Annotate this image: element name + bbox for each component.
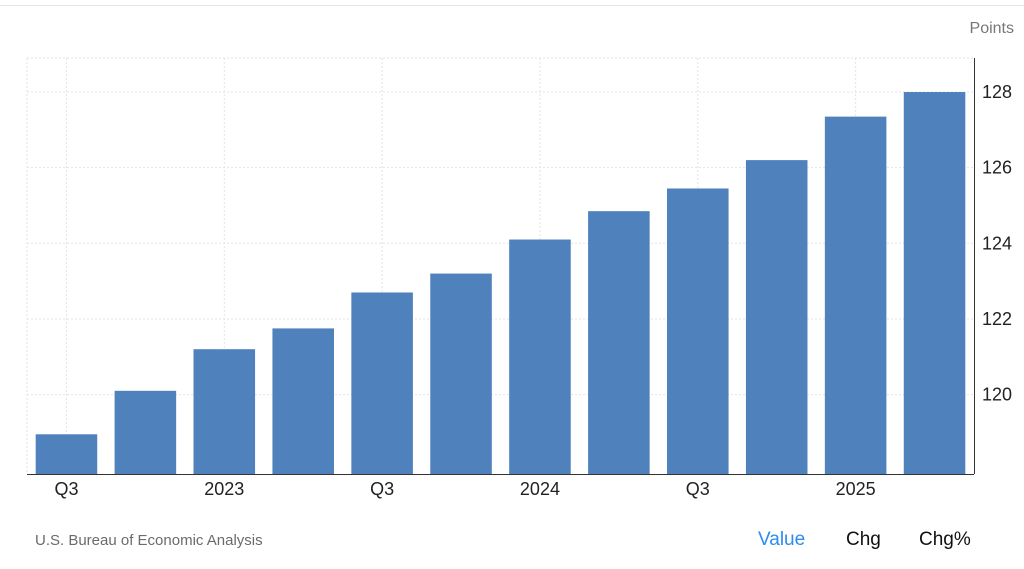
x-tick-label: Q3 [54, 479, 78, 499]
unit-label: Points [969, 20, 1014, 37]
bar[interactable] [824, 116, 887, 475]
bar-chart: 120 122 124 126 128 Q3 2023 Q3 2024 Q3 2025 [26, 57, 1012, 499]
bar[interactable] [35, 434, 98, 474]
tab-value[interactable]: Value [758, 529, 806, 550]
bar[interactable] [903, 92, 966, 474]
bar[interactable] [588, 211, 650, 474]
tab-chg-percent[interactable]: Chg% [919, 529, 971, 550]
bar[interactable] [114, 390, 177, 474]
source-label: U.S. Bureau of Economic Analysis [35, 532, 263, 549]
x-tick-label: 2024 [520, 479, 560, 499]
y-tick-label: 122 [982, 309, 1012, 329]
x-tick-label: Q3 [370, 479, 394, 499]
bar[interactable] [509, 239, 571, 474]
y-tick-label: 126 [982, 158, 1012, 178]
y-tick-label: 124 [982, 233, 1012, 253]
bar[interactable] [351, 292, 413, 474]
bar[interactable] [272, 328, 334, 474]
x-tick-label: Q3 [686, 479, 710, 499]
y-tick-label: 120 [982, 385, 1012, 405]
y-tick-label: 128 [982, 82, 1012, 102]
x-tick-label: 2025 [836, 479, 876, 499]
tab-chg[interactable]: Chg [846, 529, 881, 550]
axes [27, 58, 975, 475]
tick-labels: 120 122 124 126 128 Q3 2023 Q3 2024 Q3 2025 [54, 82, 1012, 499]
top-divider [0, 5, 1024, 6]
x-tick-label: 2023 [204, 479, 244, 499]
bar[interactable] [745, 160, 808, 475]
bar[interactable] [667, 188, 729, 475]
bar[interactable] [430, 273, 492, 474]
bar[interactable] [193, 349, 256, 474]
bars [35, 92, 966, 475]
